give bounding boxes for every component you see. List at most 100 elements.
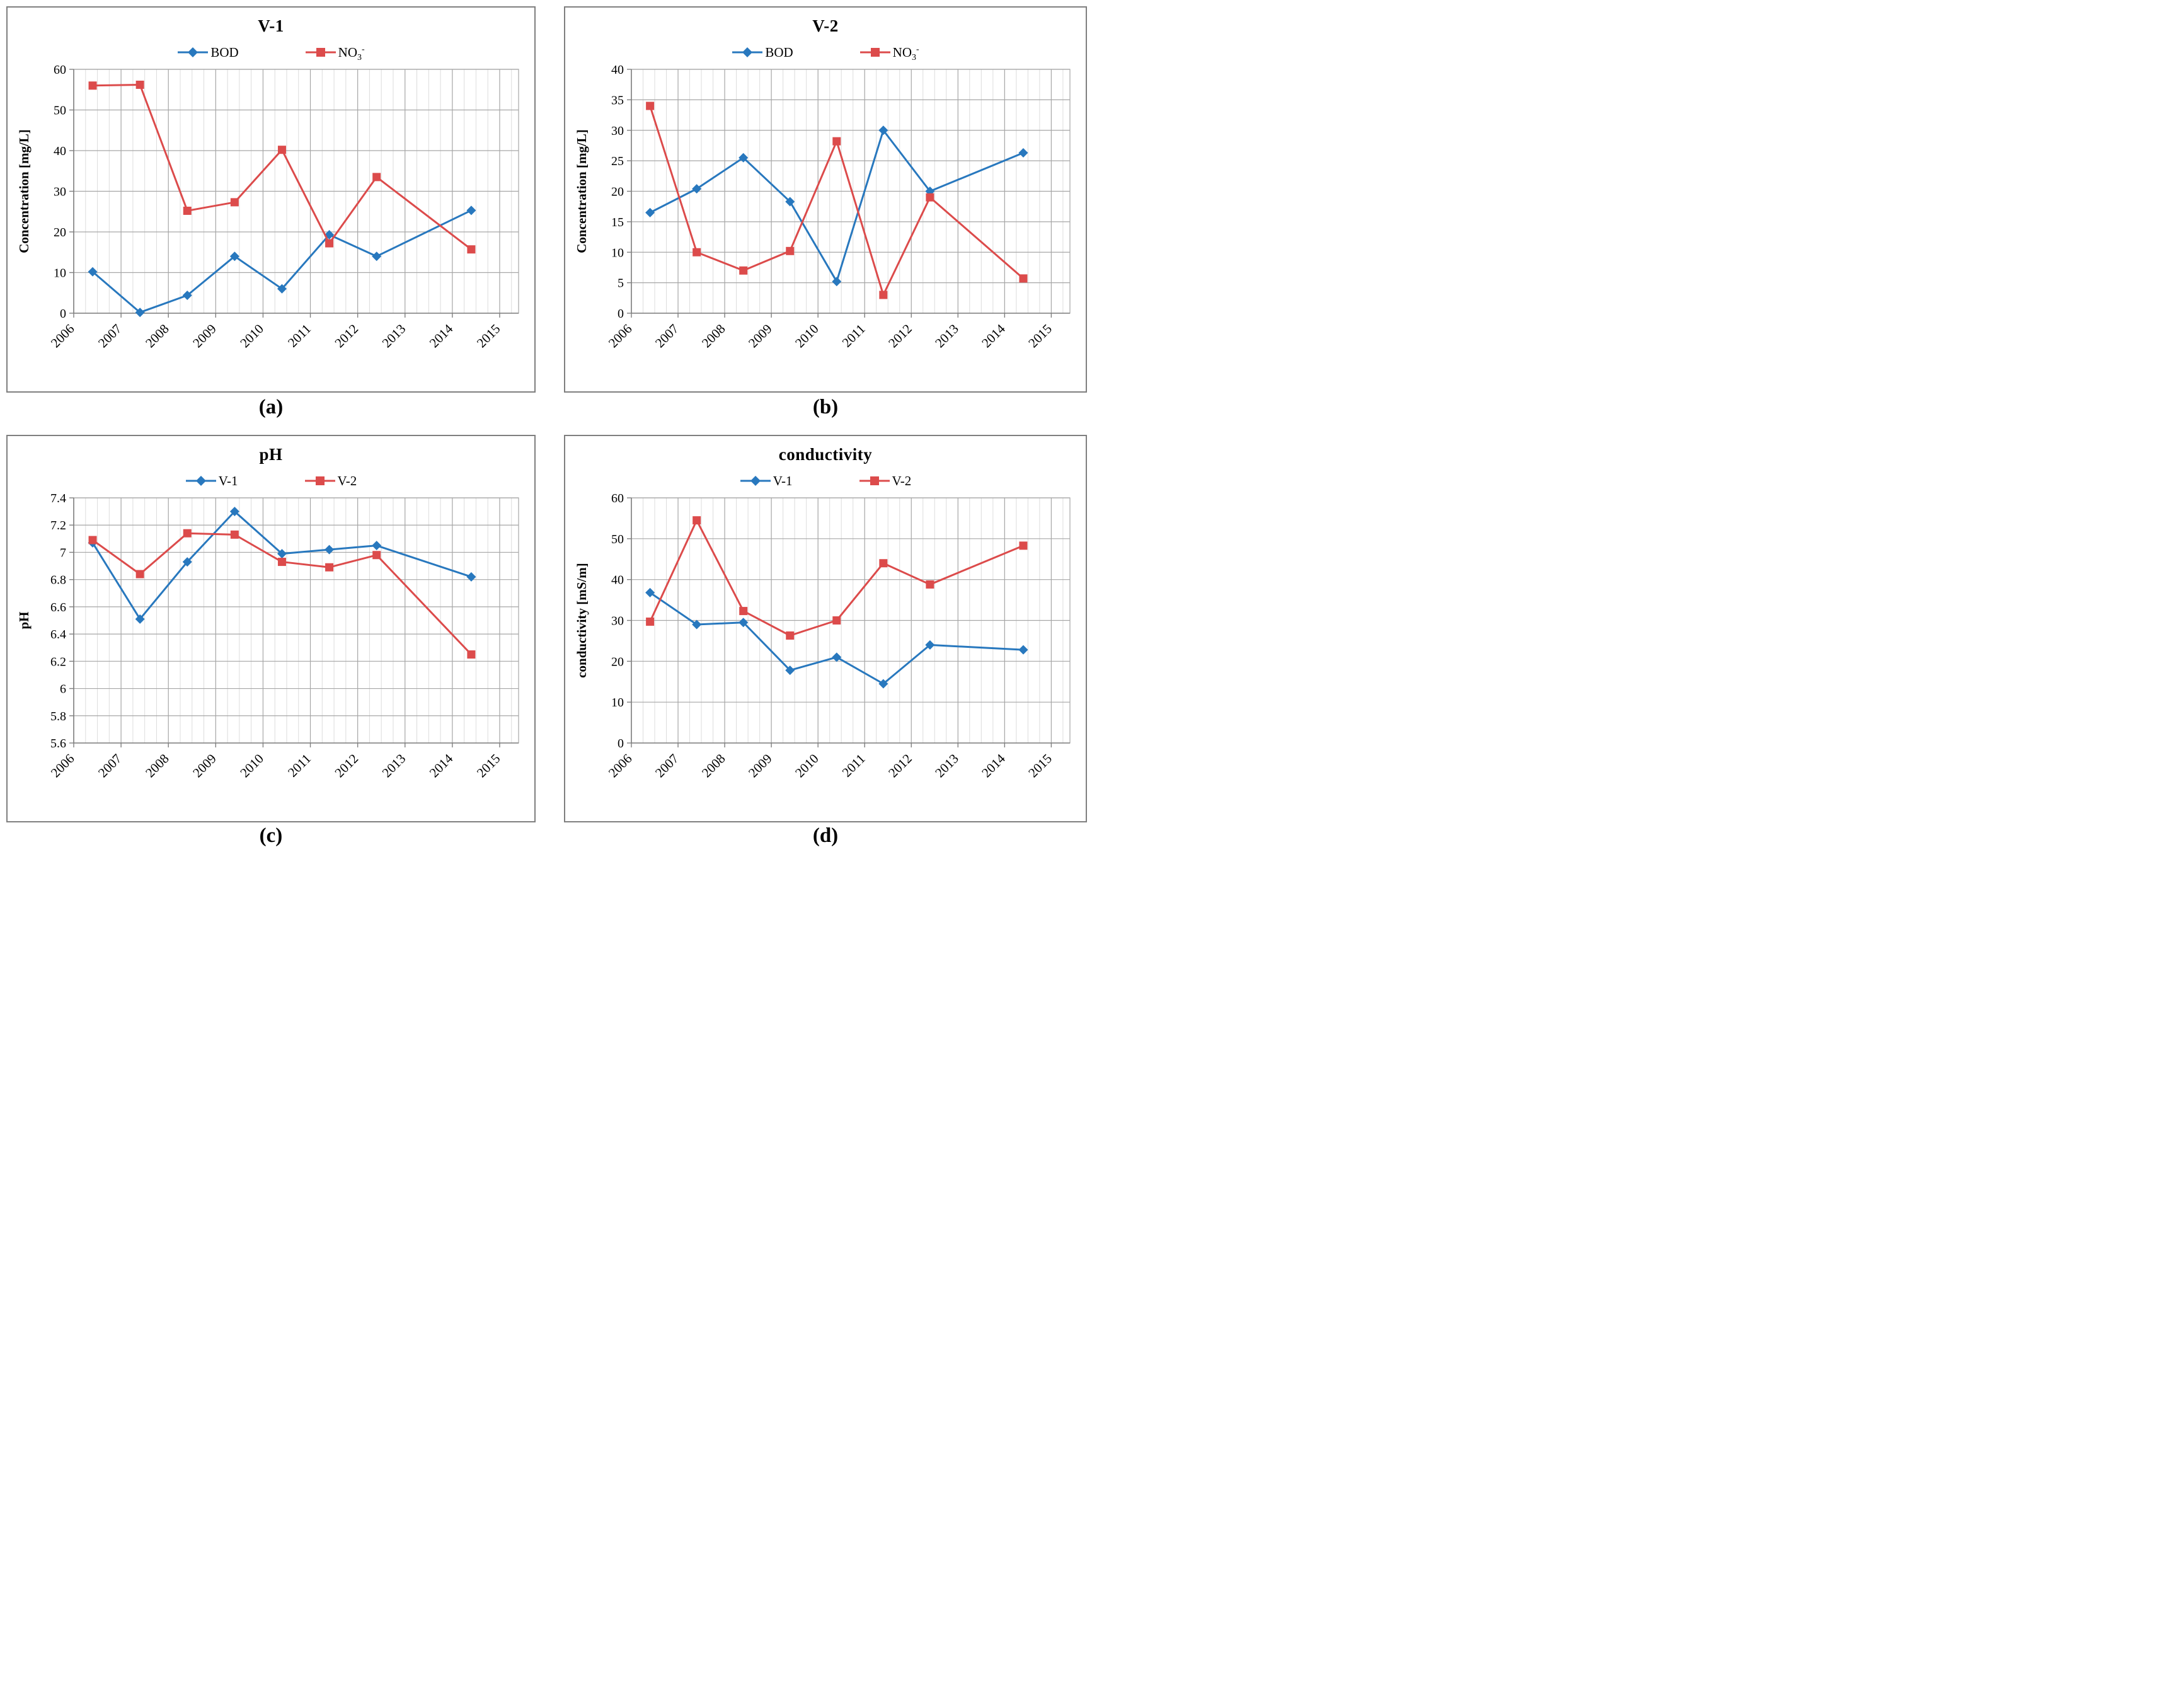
caption-b: (b) [812, 396, 839, 418]
legend-diamond-marker-icon [740, 476, 771, 486]
svg-text:2008: 2008 [142, 751, 172, 781]
chart-title-v2: V-2 [812, 16, 839, 35]
svg-text:2007: 2007 [95, 751, 125, 781]
legend-item-v-2: V-2 [859, 473, 912, 489]
svg-text:2014: 2014 [979, 751, 1008, 780]
svg-text:2010: 2010 [792, 751, 822, 781]
svg-text:0: 0 [618, 307, 624, 321]
legend-label: V-2 [337, 473, 357, 488]
caption-c: (c) [259, 824, 283, 847]
svg-text:2006: 2006 [606, 321, 635, 351]
chart-title-v1: V-1 [258, 16, 284, 35]
svg-text:Concentration [mg/L]: Concentration [mg/L] [574, 129, 589, 253]
chart-title-ph: pH [259, 445, 283, 464]
svg-text:2009: 2009 [190, 321, 219, 351]
svg-text:2015: 2015 [474, 321, 503, 351]
svg-text:7.4: 7.4 [50, 492, 66, 505]
caption-a: (a) [258, 396, 284, 418]
svg-text:60: 60 [54, 63, 66, 77]
svg-text:40: 40 [54, 144, 66, 158]
legend-square-marker-icon [305, 48, 336, 57]
legend-diamond-marker-icon [178, 47, 209, 57]
svg-text:40: 40 [611, 63, 624, 77]
legend-panel-b: BOD NO3- [565, 43, 1086, 62]
svg-text:35: 35 [611, 93, 624, 107]
svg-text:10: 10 [611, 696, 624, 710]
svg-text:6.8: 6.8 [50, 573, 66, 587]
panel-d: conductivity V-1 V-2 0 10 20 30 40 50 60 2006 200… [564, 435, 1087, 822]
svg-text:6.6: 6.6 [50, 601, 66, 614]
svg-text:2013: 2013 [379, 321, 409, 351]
svg-text:6.2: 6.2 [50, 655, 66, 669]
svg-text:2008: 2008 [699, 751, 728, 781]
legend-label: V-2 [892, 473, 912, 488]
svg-text:20: 20 [611, 185, 624, 199]
line-chart-v2-concentration: 0 5 10 15 20 25 30 35 40 2006 2007 2008 2009 2010 2011… [574, 63, 1071, 351]
svg-text:2006: 2006 [48, 751, 78, 781]
svg-text:2007: 2007 [652, 321, 682, 351]
legend-label: V-1 [218, 473, 238, 488]
panel-a: V-1 BOD NO3- 0 10 20 30 40 50 60 2006 2007 2008 200… [6, 6, 536, 393]
svg-text:2012: 2012 [332, 321, 362, 351]
svg-text:2009: 2009 [745, 751, 775, 781]
svg-text:pH: pH [16, 611, 32, 629]
svg-text:5: 5 [618, 277, 624, 291]
svg-text:2011: 2011 [839, 751, 868, 780]
svg-text:2015: 2015 [474, 751, 503, 781]
svg-text:0: 0 [60, 307, 66, 321]
legend-item-v-2: V-2 [304, 473, 357, 489]
legend-label: V-1 [773, 473, 793, 488]
svg-text:2008: 2008 [699, 321, 728, 351]
svg-text:2012: 2012 [885, 321, 915, 351]
svg-text:2011: 2011 [285, 751, 314, 780]
svg-text:2010: 2010 [237, 321, 267, 351]
svg-text:10: 10 [54, 267, 66, 280]
svg-text:10: 10 [611, 246, 624, 260]
svg-text:2014: 2014 [427, 751, 456, 780]
legend-label: BOD [210, 44, 239, 60]
legend-diamond-marker-icon [732, 47, 763, 57]
legend-label: NO3- [892, 44, 919, 62]
legend-item-no3-: NO3- [305, 45, 365, 62]
legend-item-bod: BOD [732, 45, 793, 60]
svg-text:2013: 2013 [932, 321, 962, 351]
svg-text:2010: 2010 [237, 751, 267, 781]
svg-text:2007: 2007 [95, 321, 125, 351]
svg-text:2011: 2011 [839, 321, 868, 350]
svg-text:50: 50 [54, 104, 66, 118]
svg-text:Concentration [mg/L]: Concentration [mg/L] [16, 129, 32, 253]
svg-text:2012: 2012 [332, 751, 362, 781]
svg-text:7.2: 7.2 [50, 519, 66, 533]
line-chart-ph: 5.6 5.8 6 6.2 6.4 6.6 6.8 7 7.2 7.4 2006 2007 2008 20… [16, 492, 519, 781]
svg-text:50: 50 [611, 533, 624, 546]
svg-text:30: 30 [611, 124, 624, 138]
svg-text:2009: 2009 [745, 321, 775, 351]
svg-text:20: 20 [54, 226, 66, 239]
svg-text:2013: 2013 [932, 751, 962, 781]
svg-text:30: 30 [54, 185, 66, 199]
svg-text:2010: 2010 [792, 321, 822, 351]
svg-text:2008: 2008 [142, 321, 172, 351]
caption-d: (d) [812, 824, 839, 847]
svg-text:40: 40 [611, 573, 624, 587]
chart-title-conductivity: conductivity [778, 445, 873, 464]
svg-text:2006: 2006 [606, 751, 635, 781]
svg-text:25: 25 [611, 154, 624, 168]
legend-label: BOD [765, 44, 793, 60]
svg-text:60: 60 [611, 492, 624, 505]
svg-text:6: 6 [60, 682, 66, 696]
line-chart-v1-concentration: 0 10 20 30 40 50 60 2006 2007 2008 2009 2010 2011 201… [16, 63, 519, 351]
svg-text:2015: 2015 [1025, 321, 1055, 351]
line-chart-conductivity: 0 10 20 30 40 50 60 2006 2007 2008 2009 2010 2011 201… [574, 492, 1071, 781]
svg-text:6.4: 6.4 [50, 628, 66, 642]
legend-square-marker-icon [859, 476, 890, 485]
legend-square-marker-icon [859, 48, 890, 57]
legend-item-v-1: V-1 [740, 473, 793, 489]
panel-c: pH V-1 V-2 5.6 5.8 6 6.2 6.4 6.6 6.8 7 7.2 7.4 2006… [6, 435, 536, 822]
svg-text:2007: 2007 [652, 751, 682, 781]
legend-panel-a: BOD NO3- [8, 43, 534, 62]
legend-diamond-marker-icon [185, 476, 216, 486]
legend-item-bod: BOD [177, 44, 239, 60]
legend-item-no3-: NO3- [859, 44, 919, 62]
svg-text:30: 30 [611, 614, 624, 628]
